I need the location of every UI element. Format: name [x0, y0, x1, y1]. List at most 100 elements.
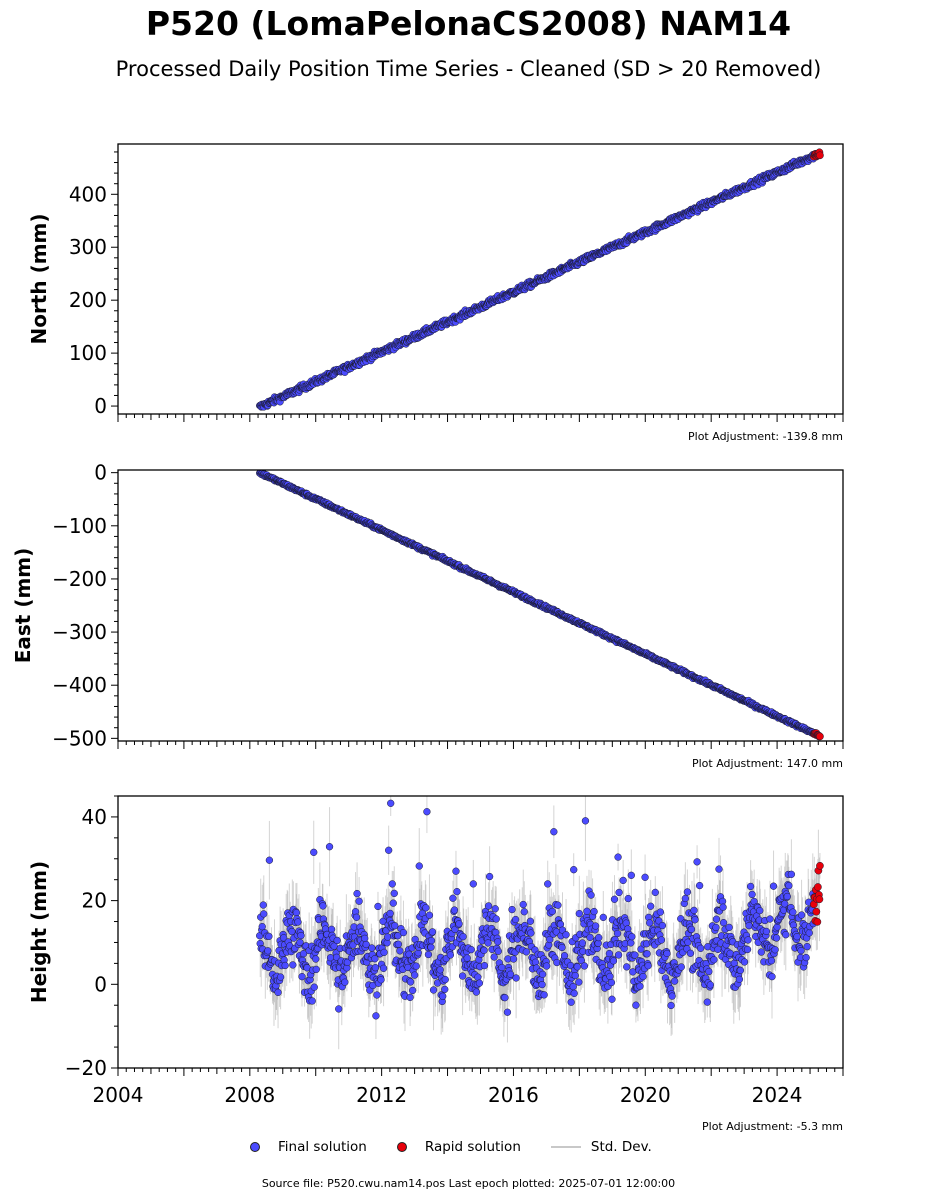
rapid-solution-series: [809, 729, 824, 741]
final-point: [352, 913, 361, 921]
final-point: [546, 935, 554, 944]
final-point: [553, 958, 561, 967]
y-tick-label: 0: [94, 394, 107, 418]
final-point: [562, 931, 570, 939]
y-tick-label: 20: [82, 889, 107, 913]
final-point: [690, 906, 698, 915]
final-point: [793, 933, 801, 941]
rapid-marker-icon: [396, 1142, 407, 1152]
final-point: [686, 949, 695, 957]
final-point: [623, 963, 631, 971]
legend-label-final: Final solution: [278, 1139, 367, 1155]
final-point: [343, 958, 352, 967]
final-point: [705, 967, 713, 976]
final-point: [391, 922, 399, 930]
final-point: [424, 950, 433, 959]
final-point: [567, 998, 575, 1006]
final-point: [333, 936, 341, 945]
chart-subtitle: Processed Daily Position Time Series - C…: [115, 57, 822, 81]
final-point: [627, 939, 635, 947]
final-point: [735, 975, 744, 983]
final-point: [265, 932, 273, 940]
final-point: [687, 925, 696, 934]
final-point: [281, 961, 289, 970]
final-point: [453, 887, 461, 896]
final-point: [663, 949, 671, 958]
final-point: [484, 902, 493, 910]
panel-north: 0 100 200 300 400 North (mm) Plot Adjustment: …: [27, 143, 844, 443]
final-point: [569, 982, 577, 991]
final-point: [667, 1001, 675, 1010]
final-point: [647, 902, 655, 910]
final-point: [455, 920, 463, 928]
final-point: [586, 933, 594, 941]
final-point: [260, 910, 268, 918]
final-point: [740, 958, 749, 966]
final-point: [548, 907, 556, 916]
x-tick-label: 2012: [356, 1083, 407, 1107]
x-tick-label: 2020: [620, 1083, 671, 1107]
final-point: [512, 974, 520, 982]
final-point: [310, 983, 318, 991]
y-tick-label: 40: [82, 805, 107, 829]
y-tick-label: −100: [52, 514, 107, 538]
final-point: [595, 933, 603, 942]
y-tick-label: 100: [69, 341, 107, 365]
std-line-icon: [550, 1146, 581, 1148]
final-point: [325, 843, 334, 851]
final-point: [587, 891, 595, 899]
final-solution-series: [256, 470, 817, 738]
final-point: [406, 993, 414, 1002]
final-point: [797, 911, 806, 919]
final-point: [526, 917, 535, 925]
final-point: [619, 876, 627, 885]
final-point: [703, 998, 711, 1006]
final-point: [385, 846, 393, 854]
final-point: [681, 894, 690, 903]
final-point: [577, 956, 586, 965]
final-point: [766, 915, 774, 923]
final-point: [362, 940, 370, 949]
final-point: [259, 901, 267, 909]
final-point: [288, 927, 296, 936]
y-tick-label: −500: [52, 726, 107, 750]
final-point: [374, 902, 382, 911]
final-point: [769, 882, 778, 890]
final-point: [772, 934, 781, 942]
final-point: [387, 799, 395, 807]
final-point: [743, 945, 752, 954]
legend: Final solution Rapid solution Std. Dev.: [250, 1136, 682, 1158]
final-point: [782, 931, 790, 939]
final-point: [276, 973, 285, 981]
final-point: [570, 866, 578, 874]
final-point: [297, 931, 305, 940]
final-point: [614, 853, 622, 861]
series-group: [256, 470, 824, 741]
final-point: [656, 908, 665, 916]
final-point: [781, 900, 789, 908]
rapid-point: [816, 732, 824, 741]
final-point: [511, 915, 520, 924]
final-point: [264, 947, 272, 955]
final-point: [508, 905, 516, 914]
final-point: [423, 808, 431, 816]
final-point: [768, 973, 776, 981]
final-point: [748, 890, 756, 899]
final-point: [377, 976, 385, 984]
panel-frame: [117, 143, 844, 415]
y-axis-label: Height (mm): [27, 861, 51, 1003]
final-point: [744, 936, 752, 944]
final-point: [439, 992, 447, 1000]
final-point: [371, 955, 379, 963]
final-point: [540, 991, 548, 999]
final-point: [710, 956, 718, 964]
final-point: [308, 997, 316, 1005]
y-tick-label: 0: [94, 972, 107, 996]
final-point: [657, 936, 666, 944]
final-point: [469, 880, 477, 888]
final-point: [388, 880, 396, 888]
final-point: [712, 923, 720, 932]
legend-item-std: Std. Dev.: [550, 1139, 652, 1155]
final-point: [696, 944, 705, 952]
final-point: [610, 895, 619, 903]
